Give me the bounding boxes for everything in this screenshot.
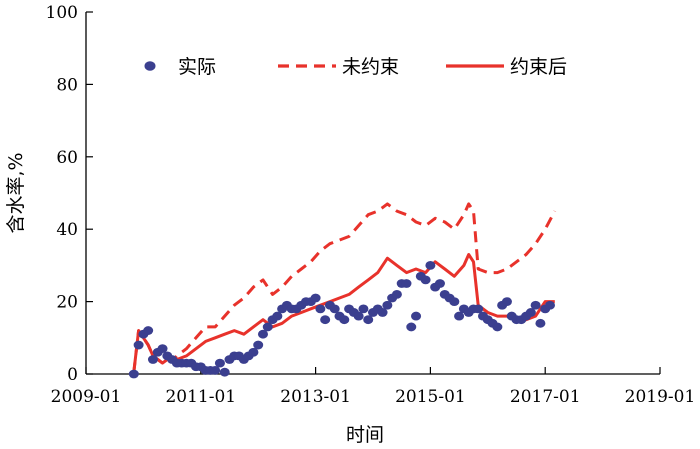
x-tick-label: 2009-01 <box>51 387 122 407</box>
legend-label: 未约束 <box>342 56 399 78</box>
actual-point <box>544 300 555 310</box>
x-tick-label: 2019-01 <box>625 387 696 407</box>
y-axis-title: 含水率,% <box>5 152 27 233</box>
legend-marker-actual <box>144 61 156 71</box>
actual-point <box>525 308 536 317</box>
y-tick-label: 20 <box>56 293 78 313</box>
actual-point <box>272 311 283 321</box>
actual-point <box>157 344 168 354</box>
axes: 0 20 40 60 80 100 2009-01 2011-01 2013-01 2015-01… <box>46 3 696 407</box>
x-tick-label: 2013-01 <box>280 387 351 407</box>
actual-point <box>329 304 340 314</box>
actual-point <box>315 304 326 314</box>
actual-point <box>320 315 331 325</box>
actual-point <box>253 340 264 350</box>
actual-point <box>128 369 139 379</box>
actual-point <box>339 315 350 325</box>
constrained-line <box>132 253 555 373</box>
actual-point <box>473 304 484 314</box>
actual-point <box>406 322 417 332</box>
actual-point <box>391 289 402 299</box>
x-tick-label: 2015-01 <box>395 387 466 407</box>
actual-point <box>377 308 388 317</box>
actual-point <box>411 311 422 321</box>
actual-point <box>143 326 154 335</box>
x-tick-label: 2011-01 <box>165 387 236 407</box>
actual-point <box>147 355 158 364</box>
y-tick-label: 40 <box>56 220 78 240</box>
actual-point <box>492 322 503 332</box>
x-axis-title: 时间 <box>346 424 384 446</box>
actual-point <box>434 279 445 288</box>
actual-point <box>210 365 221 375</box>
actual-point <box>530 300 541 310</box>
actual-point <box>454 311 465 321</box>
y-tick-label: 80 <box>56 75 78 95</box>
actual-point <box>425 261 436 270</box>
actual-point <box>501 297 512 306</box>
series-layer <box>128 202 557 379</box>
y-tick-label: 0 <box>67 365 78 385</box>
actual-point <box>219 367 230 377</box>
actual-point <box>262 322 273 332</box>
actual-point <box>420 275 431 285</box>
actual-point <box>449 297 460 306</box>
x-tick-label: 2017-01 <box>510 387 581 407</box>
actual-point <box>310 293 321 303</box>
legend-label: 约束后 <box>510 56 567 78</box>
y-tick-label: 60 <box>56 148 78 168</box>
y-tick-label: 100 <box>46 3 78 23</box>
legend: 实际 未约束 约束后 <box>144 56 567 78</box>
actual-point <box>535 318 546 328</box>
actual-point <box>358 304 369 314</box>
actual-point <box>257 329 268 339</box>
actual-point <box>363 315 374 325</box>
actual-point <box>401 279 412 288</box>
legend-label: 实际 <box>178 56 216 78</box>
actual-point <box>214 358 225 368</box>
actual-point <box>353 311 364 321</box>
actual-point <box>248 347 259 357</box>
actual-point <box>382 300 393 310</box>
actual-point <box>133 340 144 350</box>
